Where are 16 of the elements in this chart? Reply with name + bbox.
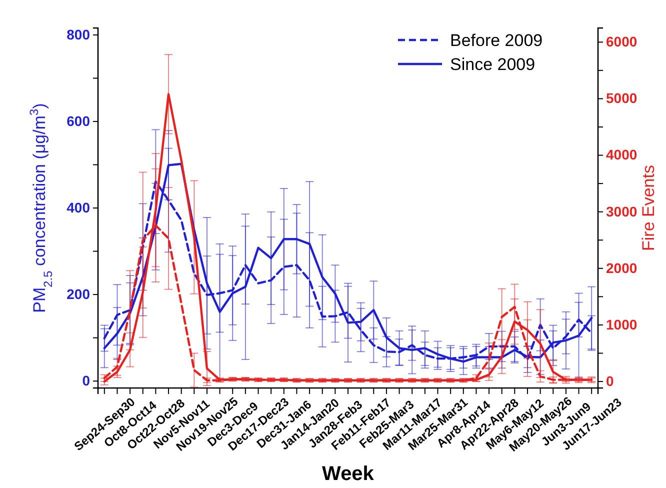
y-tick-label: 0 <box>82 372 90 389</box>
y-tick-label: 800 <box>66 26 90 42</box>
y-tick-label: 400 <box>66 199 90 216</box>
y2-tick-label: 1000 <box>606 316 638 332</box>
x-axis-title: Week <box>322 463 375 485</box>
y2-tick-label: 5000 <box>606 90 638 106</box>
y-tick-label: 200 <box>66 286 90 302</box>
legend-label: Since 2009 <box>450 55 536 74</box>
y2-tick-label: 6000 <box>606 34 638 50</box>
y2-axis-title: Fire Events <box>639 165 658 251</box>
y2-tick-label: 4000 <box>606 146 638 163</box>
legend-label: Before 2009 <box>450 31 543 50</box>
y-tick-label: 600 <box>66 112 90 129</box>
y2-tick-label: 0 <box>606 372 614 389</box>
y2-tick-label: 3000 <box>606 203 638 220</box>
y2-tick-label: 2000 <box>606 260 638 276</box>
